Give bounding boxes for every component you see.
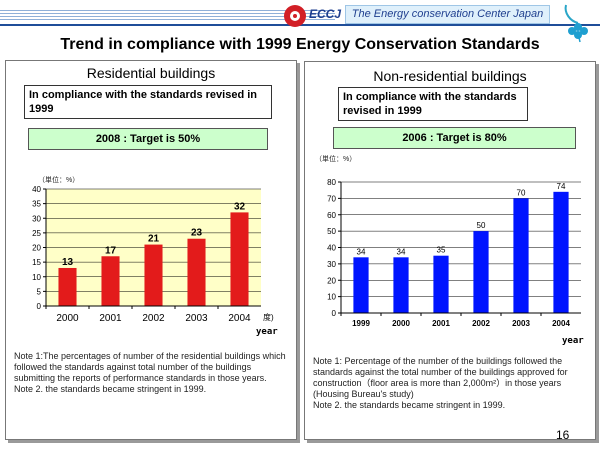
right-value-label: 35 <box>437 246 446 255</box>
right-bar <box>473 231 489 313</box>
left-xtick-label: 2003 <box>185 313 208 324</box>
left-ytick-label: 25 <box>32 229 41 238</box>
right-value-label: 34 <box>357 247 366 256</box>
header-stripes <box>0 10 335 22</box>
right-ytick-label: 70 <box>327 194 336 203</box>
right-xtick-label: 2000 <box>392 319 410 328</box>
left-ytick-label: 15 <box>32 258 41 267</box>
left-xtick-label: 2000 <box>56 313 79 324</box>
right-xtick-label: 2001 <box>432 319 450 328</box>
left-value-label: 23 <box>191 228 203 239</box>
right-bar <box>353 257 369 313</box>
left-xtick-label: 2002 <box>142 313 165 324</box>
right-value-label: 50 <box>477 221 486 230</box>
residential-target-box: 2008 : Target is 50% <box>28 128 268 150</box>
right-bar <box>513 198 529 313</box>
right-xtick-label: 2003 <box>512 319 530 328</box>
right-xtick-label: 2002 <box>472 319 490 328</box>
right-ytick-label: 10 <box>327 293 336 302</box>
non-residential-chart: 34 34 35 50 70 74 0 10 20 30 40 50 60 70 80 1999 2000 2… <box>327 178 581 328</box>
left-value-label: 21 <box>148 234 160 245</box>
residential-year-label: year <box>256 327 278 337</box>
right-value-label: 34 <box>397 247 406 256</box>
non-residential-note: Note 1: Percentage of the number of the … <box>313 356 568 410</box>
right-bar <box>393 257 409 313</box>
left-bar <box>58 267 77 306</box>
non-residential-target-box: 2006 : Target is 80% <box>333 127 576 149</box>
left-xtick-label: 2004 <box>228 313 251 324</box>
residential-chart: 13 17 21 23 32 0 5 10 15 20 25 30 35 40 2000 2001 2002… <box>32 185 274 324</box>
right-ytick-label: 40 <box>327 244 336 253</box>
page-title: Trend in compliance with 1999 Energy Con… <box>60 36 540 53</box>
eccj-logo-icon <box>284 5 306 27</box>
left-bar <box>144 244 163 306</box>
left-value-label: 17 <box>105 245 117 256</box>
right-ytick-label: 30 <box>327 260 336 269</box>
right-ytick-label: 80 <box>327 178 336 187</box>
non-residential-standard-box: In compliance with the standards revised… <box>338 87 528 121</box>
left-bar <box>230 212 249 306</box>
right-ytick-label: 50 <box>327 227 336 236</box>
right-ytick-label: 20 <box>327 276 336 285</box>
residential-heading: Residential buildings <box>86 65 216 81</box>
left-ytick-label: 40 <box>32 185 41 194</box>
org-abbreviation: ECCJ <box>309 7 342 21</box>
right-xtick-label: 1999 <box>352 319 370 328</box>
left-bar <box>101 256 120 306</box>
page-number: 16 <box>556 428 570 442</box>
right-ytick-label: 0 <box>332 309 337 318</box>
non-residential-panel: Non-residential buildings In compliance … <box>304 61 596 440</box>
left-ytick-label: 10 <box>32 273 41 282</box>
residential-note: Note 1:The percentages of number of the … <box>14 351 286 394</box>
right-bar <box>433 255 449 313</box>
org-name: The Energy conservation Center Japan <box>345 5 550 24</box>
right-value-label: 70 <box>517 188 526 197</box>
residential-standard-box: In compliance with the standards revised… <box>24 85 272 119</box>
clover-logo-icon <box>564 4 588 43</box>
non-residential-year-label: year <box>562 336 584 346</box>
left-ytick-label: 30 <box>32 214 41 223</box>
residential-panel: Residential buildings In compliance with… <box>5 60 297 440</box>
left-bar <box>187 238 206 306</box>
left-xtick-label: 2001 <box>99 313 122 324</box>
non-residential-heading: Non-residential buildings <box>373 68 527 84</box>
left-ytick-label: 5 <box>37 287 42 296</box>
right-bar <box>553 191 569 313</box>
residential-x-suffix: 度) <box>263 312 274 322</box>
non-residential-unit-label: （単位：%） <box>315 156 357 163</box>
left-value-label: 13 <box>62 257 74 268</box>
left-ytick-label: 20 <box>32 244 41 253</box>
right-xtick-label: 2004 <box>552 319 570 328</box>
left-ytick-label: 0 <box>37 302 42 311</box>
residential-unit-label: （単位：%） <box>38 177 80 184</box>
left-value-label: 32 <box>234 201 246 212</box>
right-value-label: 74 <box>557 182 566 191</box>
left-ytick-label: 35 <box>32 200 41 209</box>
right-ytick-label: 60 <box>327 211 336 220</box>
